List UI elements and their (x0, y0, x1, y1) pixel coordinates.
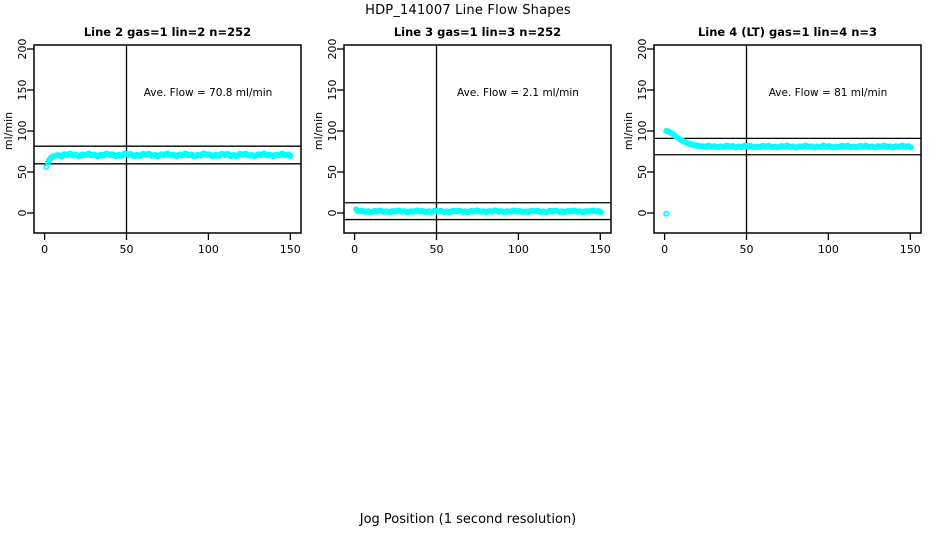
data-point (663, 210, 670, 217)
ave-flow-annotation: Ave. Flow = 2.1 ml/min (457, 87, 579, 99)
y-tick-label: 200 (326, 39, 339, 60)
x-tick-label: 150 (590, 243, 611, 256)
panel-line2: Line 2 gas=1 lin=2 n=252 Ave. Flow = 70.… (2, 25, 302, 256)
y-tick-label: 200 (636, 39, 649, 60)
y-axis-label: ml/min (2, 112, 15, 150)
x-tick-label: 100 (818, 243, 839, 256)
y-tick-label: 100 (636, 121, 649, 142)
y-tick-label: 100 (16, 121, 29, 142)
panel-title: Line 4 (LT) gas=1 lin=4 n=3 (698, 25, 877, 39)
y-tick-label: 0 (326, 210, 339, 217)
ave-flow-annotation: Ave. Flow = 81 ml/min (769, 87, 888, 99)
y-tick-label: 50 (16, 165, 29, 179)
y-tick-label: 150 (16, 80, 29, 101)
y-tick-label: 0 (636, 210, 649, 217)
x-tick-label: 150 (900, 243, 921, 256)
x-tick-label: 100 (198, 243, 219, 256)
data-point (43, 164, 50, 171)
y-tick-label: 50 (636, 165, 649, 179)
y-axis-label: ml/min (622, 112, 635, 150)
figure-title: HDP_141007 Line Flow Shapes (365, 3, 571, 18)
ave-flow-annotation: Ave. Flow = 70.8 ml/min (144, 87, 273, 99)
x-tick-label: 50 (430, 243, 444, 256)
y-tick-label: 0 (16, 210, 29, 217)
x-tick-label: 0 (41, 243, 48, 256)
data-point (287, 153, 294, 160)
y-tick-label: 50 (326, 165, 339, 179)
x-tick-label: 100 (508, 243, 529, 256)
panel-title: Line 2 gas=1 lin=2 n=252 (84, 25, 251, 39)
x-tick-label: 0 (661, 243, 668, 256)
panel-line3: Line 3 gas=1 lin=3 n=252 Ave. Flow = 2.1… (312, 25, 612, 256)
data-point (907, 144, 914, 151)
panel-title: Line 3 gas=1 lin=3 n=252 (394, 25, 561, 39)
x-tick-label: 0 (351, 243, 358, 256)
data-point (597, 209, 604, 216)
figure-xlabel: Jog Position (1 second resolution) (359, 512, 577, 527)
y-tick-label: 100 (326, 121, 339, 142)
y-tick-label: 150 (636, 80, 649, 101)
y-axis-label: ml/min (312, 112, 325, 150)
plot-box (33, 44, 302, 234)
y-tick-label: 200 (16, 39, 29, 60)
plot-box (343, 44, 612, 234)
x-tick-label: 150 (280, 243, 301, 256)
y-tick-label: 150 (326, 80, 339, 101)
x-tick-label: 50 (120, 243, 134, 256)
panel-line4: Line 4 (LT) gas=1 lin=4 n=3 Ave. Flow = … (622, 25, 922, 256)
x-tick-label: 50 (740, 243, 754, 256)
